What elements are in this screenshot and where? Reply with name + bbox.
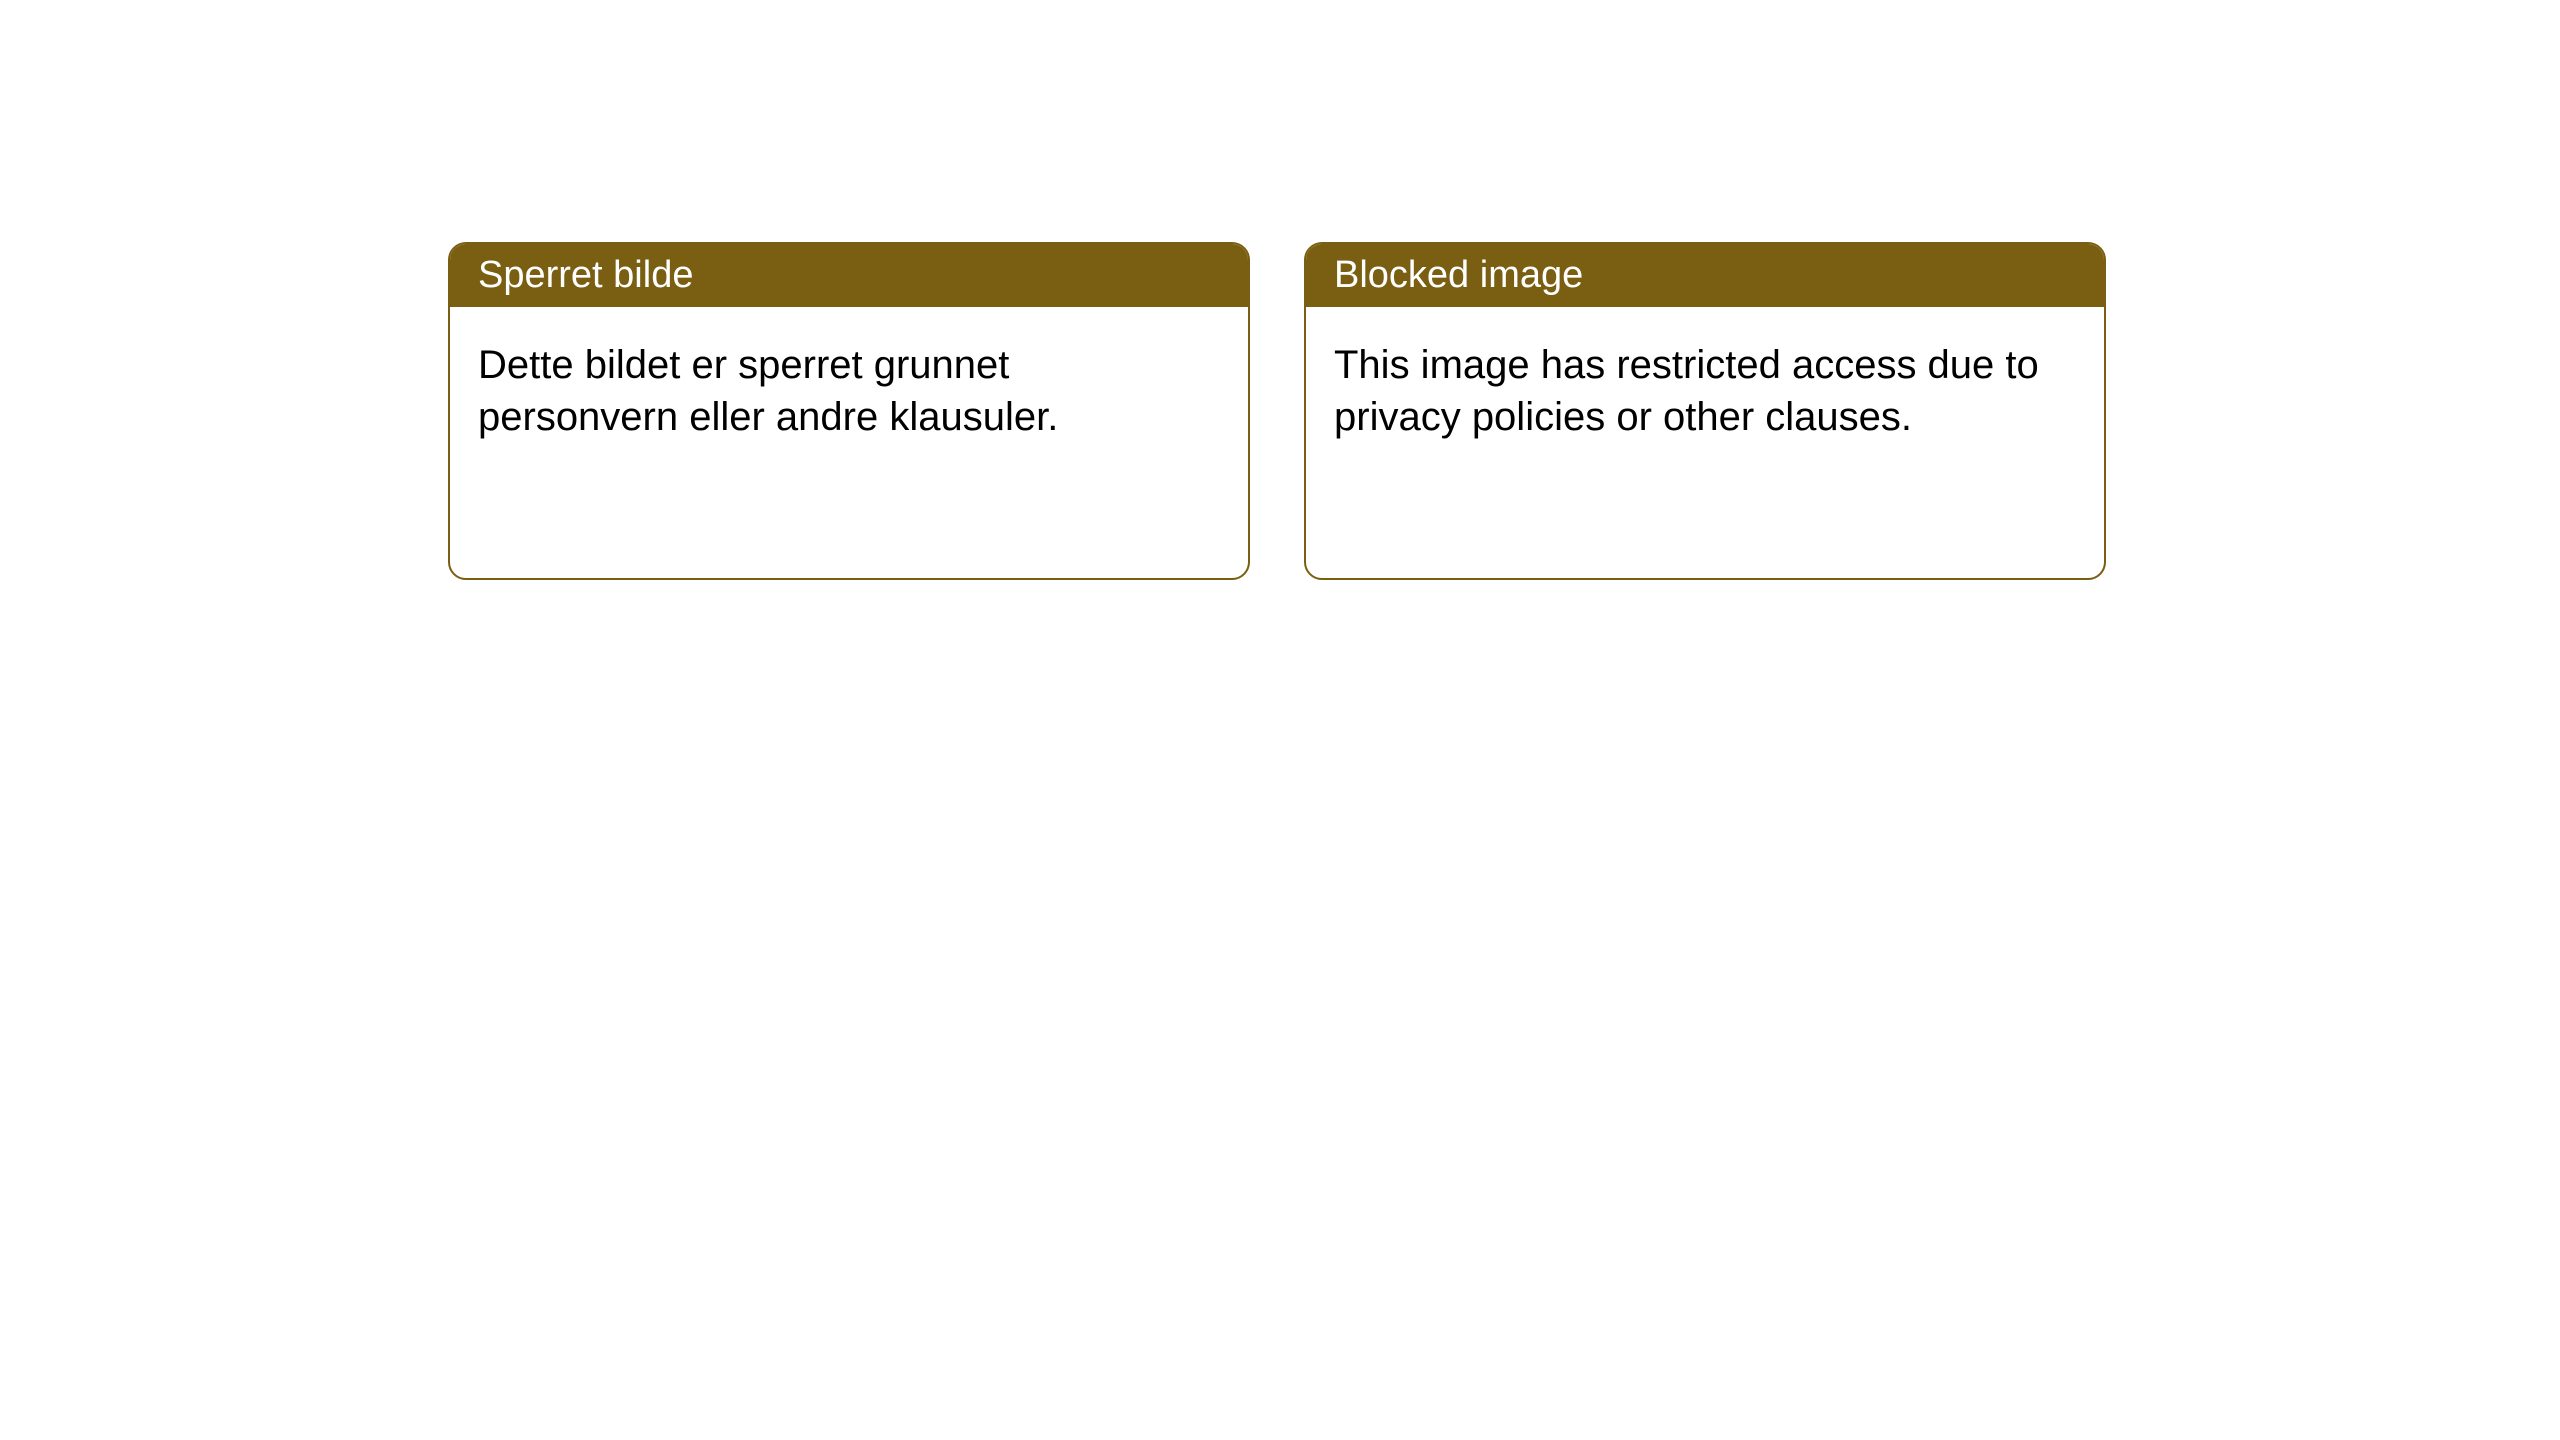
card-body-english: This image has restricted access due to …	[1306, 307, 2104, 475]
card-header-english: Blocked image	[1306, 244, 2104, 307]
card-norwegian: Sperret bilde Dette bildet er sperret gr…	[448, 242, 1250, 580]
card-title-norwegian: Sperret bilde	[478, 254, 693, 296]
card-text-norwegian: Dette bildet er sperret grunnet personve…	[478, 343, 1058, 439]
card-text-english: This image has restricted access due to …	[1334, 343, 2039, 439]
card-header-norwegian: Sperret bilde	[450, 244, 1248, 307]
card-english: Blocked image This image has restricted …	[1304, 242, 2106, 580]
card-body-norwegian: Dette bildet er sperret grunnet personve…	[450, 307, 1248, 475]
cards-container: Sperret bilde Dette bildet er sperret gr…	[448, 242, 2106, 580]
card-title-english: Blocked image	[1334, 254, 1583, 296]
